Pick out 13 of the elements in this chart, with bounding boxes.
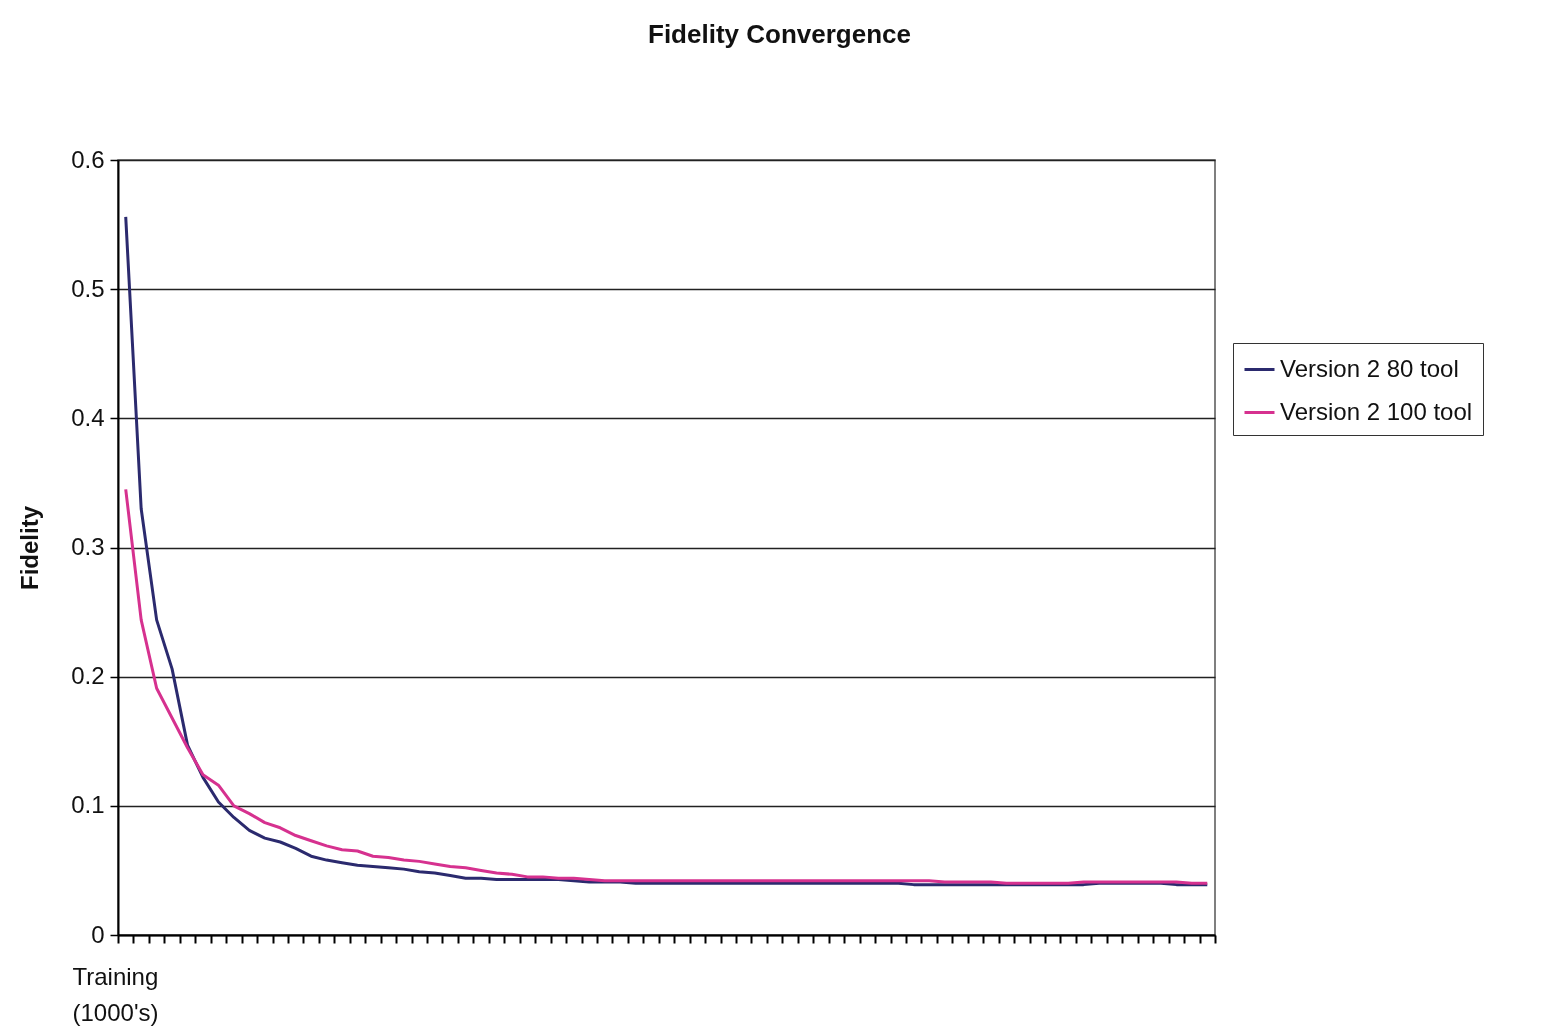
y-tick-label: 0.1 [71, 791, 105, 819]
line-series [124, 487, 1209, 885]
y-tick-label: 0.3 [71, 533, 105, 560]
y-axis-title: Fidelity [16, 505, 44, 591]
y-tick-label: 0 [91, 920, 105, 948]
y-tick-label: 0.2 [71, 662, 105, 690]
y-tick-label: 0.5 [71, 274, 105, 302]
y-tick-label: 0.6 [71, 145, 105, 173]
chart-title: Fidelity Convergence [648, 19, 911, 49]
legend-label: Version 2 80 tool [1280, 354, 1459, 382]
y-tick-label: 0.4 [71, 403, 105, 431]
x-axis-title: Training (1000's) [72, 962, 159, 1026]
legend-label: Version 2 100 tool [1280, 397, 1473, 425]
